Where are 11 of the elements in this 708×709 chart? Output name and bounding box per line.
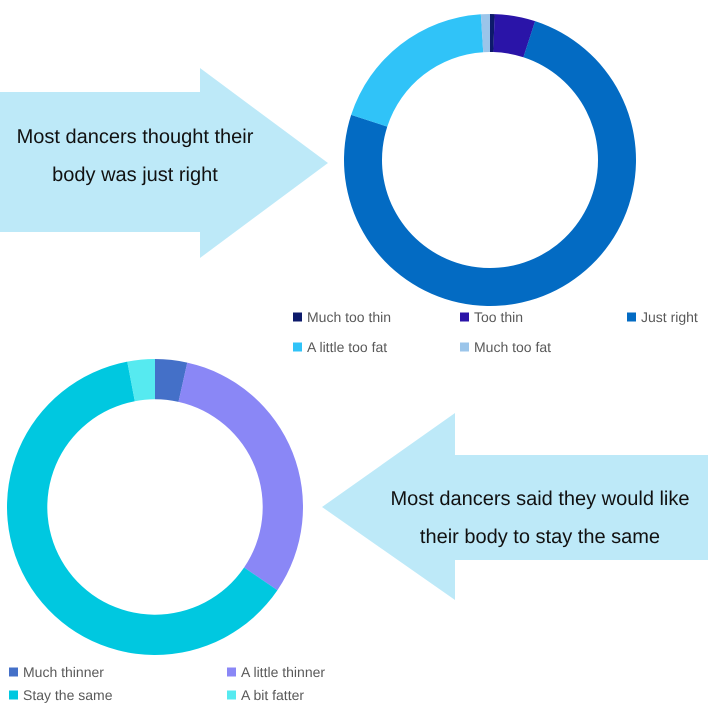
legend-label: A little too fat <box>307 339 388 355</box>
text: Most dancers thought their body was just right <box>16 125 254 188</box>
legend-label: Just right <box>641 309 698 325</box>
legend-label: Stay the same <box>23 687 113 703</box>
text: Most dancers said they would like their body to stay the same <box>389 487 691 550</box>
legend-label: A bit fatter <box>241 687 304 703</box>
legend-label: A little thinner <box>241 664 326 680</box>
legend-label: Too thin <box>474 309 524 325</box>
legend-label: Much too thin <box>307 309 392 325</box>
legend-label: Much thinner <box>23 664 104 680</box>
legend-label: Much too fat <box>474 339 552 355</box>
